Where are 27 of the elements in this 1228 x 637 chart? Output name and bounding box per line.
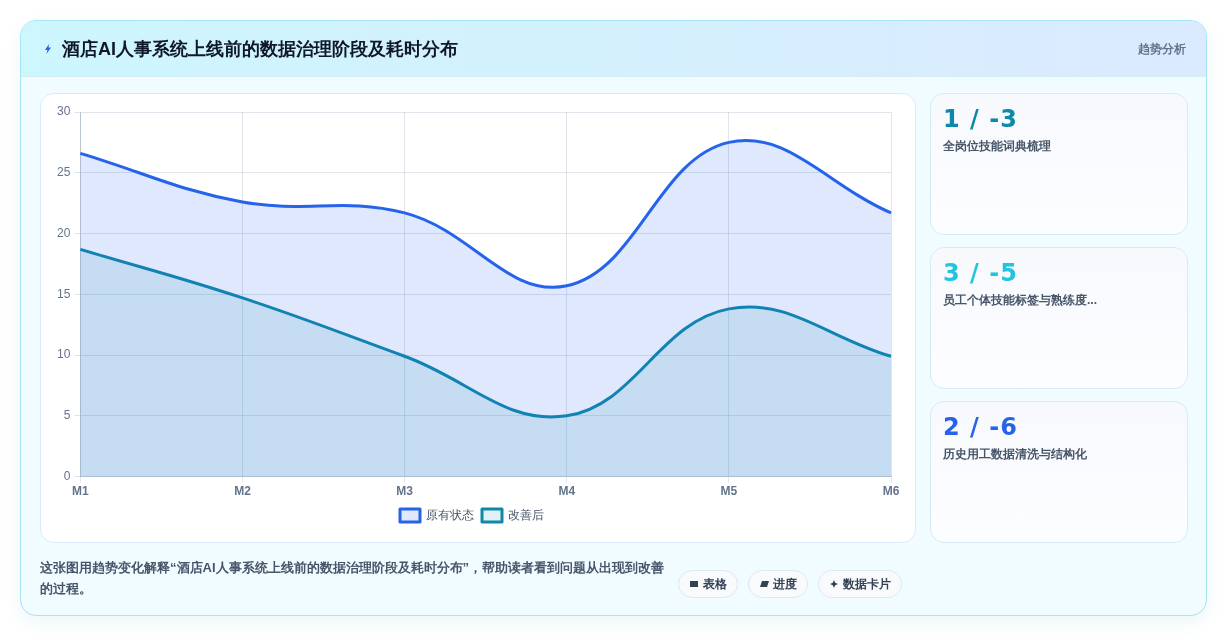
text: 表格 [703, 575, 727, 593]
text: 员工个体技能标签与熟练度... [943, 292, 1098, 308]
y-tick-label: 0 [63, 468, 71, 483]
text: 数据卡片 [843, 575, 891, 593]
y-tick-label: 20 [56, 225, 71, 240]
text: 趋势分析 [1138, 41, 1186, 57]
text: 全岗位技能词典梳理 [943, 138, 1051, 154]
x-tick-label: M3 [396, 484, 414, 499]
text: 历史用工数据清洗与结构化 [943, 446, 1087, 462]
y-tick-label: 25 [56, 165, 71, 180]
text: 这张图用趋势变化解释“酒店AI人事系统上线前的数据治理阶段及耗时分布”，帮助读者看到问题从出现到改善的过程。 [40, 559, 665, 598]
x-tick-label: M2 [234, 484, 252, 499]
chart-title: 酒店AI人事系统上线前的数据治理阶段及耗时分布 [62, 38, 458, 61]
x-tick-label: M4 [558, 484, 576, 499]
y-tick-label: 5 [63, 408, 71, 423]
y-tick-label: 30 [56, 104, 71, 119]
text: 1 / -3 [943, 105, 1018, 133]
legend-label: 改善后 [508, 507, 544, 522]
y-tick-label: 10 [56, 347, 71, 362]
text: 3 / -5 [943, 259, 1018, 287]
legend-label: 原有状态 [426, 507, 474, 522]
y-tick-label: 15 [56, 286, 71, 301]
x-tick-label: M5 [720, 484, 738, 499]
text: 进度 [773, 575, 797, 593]
x-tick-label: M6 [882, 484, 900, 499]
text: 2 / -6 [943, 413, 1018, 441]
x-tick-label: M1 [72, 484, 90, 499]
